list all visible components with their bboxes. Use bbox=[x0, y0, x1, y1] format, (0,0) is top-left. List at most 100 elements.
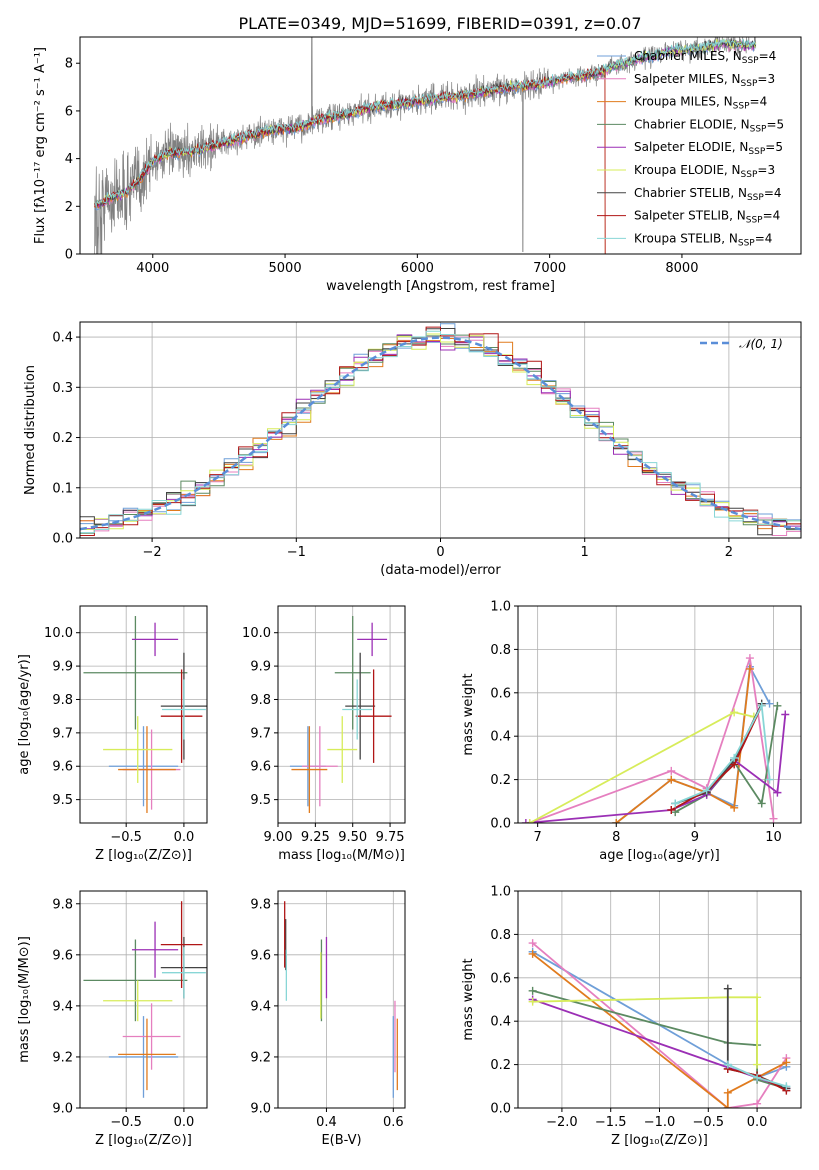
y-tick-label: 0.1 bbox=[52, 481, 73, 496]
axes-frame bbox=[79, 605, 208, 824]
x-tick-label: 9 bbox=[691, 830, 699, 845]
y-tick-label: 9.2 bbox=[52, 1050, 73, 1065]
y-tick-label: 9.5 bbox=[250, 793, 271, 808]
x-tick-label: −0.5 bbox=[110, 830, 142, 845]
x-tick-label: −1 bbox=[287, 545, 306, 560]
mass-weight-point bbox=[730, 753, 739, 762]
mass-weight-point bbox=[753, 1060, 762, 1069]
mass-weight-point bbox=[753, 1099, 762, 1108]
x-tick-label: −2.0 bbox=[546, 1115, 578, 1130]
y-tick-label: 0.6 bbox=[490, 686, 511, 701]
x-tick-label: 0.4 bbox=[316, 1115, 337, 1130]
y-tick-label: 1.0 bbox=[490, 600, 511, 615]
age-vs-mass-panel: 9.00 9.25 9.50 9.75 9.5 9.6 9.7 9.8 9.9 10.0 mass … bbox=[242, 605, 406, 863]
mass-weight-point bbox=[525, 819, 534, 823]
y-tick-label: 9.8 bbox=[250, 897, 271, 912]
y-tick-label: 9.5 bbox=[52, 793, 73, 808]
x-tick-label: 0.0 bbox=[174, 1115, 195, 1130]
age-vs-metallicity-panel: −0.5 0.0 9.5 9.6 9.7 9.8 9.9 10.0 Z [log₁₀(Z/Z⊙)… bbox=[17, 605, 208, 863]
y-tick-label: 9.8 bbox=[250, 693, 271, 708]
y-tick-label: 10.0 bbox=[242, 626, 271, 641]
normal-distribution-curve bbox=[80, 336, 801, 531]
y-tick-label: 6 bbox=[65, 104, 73, 119]
x-tick-label: 7000 bbox=[533, 261, 566, 276]
model-spectrum-8 bbox=[94, 38, 757, 207]
mass-weight-point bbox=[730, 803, 739, 812]
x-tick-label: 8 bbox=[612, 830, 620, 845]
legend-entry: Chabrier ELODIE, NSSP=5 bbox=[634, 117, 784, 134]
y-tick-label: 0.3 bbox=[52, 381, 73, 396]
mass-weight-point bbox=[765, 699, 774, 708]
x-axis-label: Z [log₁₀(Z/Z⊙)] bbox=[611, 1133, 708, 1148]
x-tick-label: 0 bbox=[436, 545, 444, 560]
axes-frame bbox=[277, 605, 406, 824]
mass-weight-point bbox=[723, 1060, 732, 1069]
mass-weight-point bbox=[723, 1088, 732, 1097]
legend-entry: Kroupa STELIB, NSSP=4 bbox=[634, 231, 772, 248]
mass-weight-point bbox=[671, 799, 680, 808]
y-tick-label: 9.4 bbox=[250, 999, 271, 1014]
y-axis-label: mass [log₁₀(M/M⊙)] bbox=[17, 936, 32, 1063]
mass-weight-point bbox=[612, 819, 621, 823]
y-tick-label: 0.0 bbox=[52, 532, 73, 547]
legend-entry: Salpeter ELODIE, NSSP=5 bbox=[634, 140, 783, 157]
legend-entry: Salpeter STELIB, NSSP=4 bbox=[634, 209, 780, 226]
mass-weight-point bbox=[667, 775, 676, 784]
axes-frame bbox=[277, 890, 406, 1109]
mass-weight-vs-metallicity-panel: −2.0 −1.5 −1.0 −0.5 0.0 0.0 0.2 0.4 0.6 0.8 1.0 Z [… bbox=[461, 885, 802, 1148]
y-tick-label: 0.2 bbox=[490, 1058, 511, 1073]
y-tick-label: 0.8 bbox=[490, 643, 511, 658]
axes-frame bbox=[517, 605, 802, 824]
mass-weight-point bbox=[723, 984, 732, 993]
y-tick-label: 0.4 bbox=[52, 331, 73, 346]
x-tick-label: −0.5 bbox=[693, 1115, 725, 1130]
y-tick-label: 0 bbox=[65, 248, 73, 263]
mass-weight-point bbox=[528, 997, 537, 1006]
mass-weight-point bbox=[773, 788, 782, 797]
mass-weight-point bbox=[730, 708, 739, 717]
x-axis-label: E(B-V) bbox=[321, 1133, 361, 1148]
x-tick-label: 9.25 bbox=[301, 830, 330, 845]
x-axis-label: Z [log₁₀(Z/Z⊙)] bbox=[95, 1133, 192, 1148]
residuals-panel: −2 −1 0 1 2 0.0 0.1 0.2 0.3 0.4 (data-model)/error… bbox=[23, 321, 802, 578]
x-tick-label: 8000 bbox=[665, 261, 698, 276]
x-tick-label: −1.0 bbox=[644, 1115, 676, 1130]
mass-weight-point bbox=[745, 654, 754, 663]
mass-weight-point bbox=[773, 701, 782, 710]
figure-title: PLATE=0349, MJD=51699, FIBERID=0391, z=0… bbox=[238, 14, 641, 33]
y-tick-label: 9.8 bbox=[52, 897, 73, 912]
mass-weight-point bbox=[528, 939, 537, 948]
mass-weight-point bbox=[521, 819, 530, 823]
residual-histogram-8 bbox=[80, 330, 801, 536]
y-tick-label: 9.7 bbox=[52, 726, 73, 741]
y-axis-label: Normed distribution bbox=[23, 365, 38, 495]
mass-weight-point bbox=[757, 799, 766, 808]
mass-weight-point bbox=[782, 1058, 791, 1067]
mass-weight-point bbox=[745, 664, 754, 673]
mass-weight-point bbox=[702, 786, 711, 795]
mass-weight-point bbox=[723, 1104, 732, 1108]
x-tick-label: −2 bbox=[143, 545, 162, 560]
x-tick-label: 5000 bbox=[269, 261, 302, 276]
x-tick-label: 2 bbox=[725, 545, 733, 560]
mass-weight-series-1 bbox=[532, 942, 788, 1108]
legend-entry: Chabrier STELIB, NSSP=4 bbox=[634, 186, 782, 203]
mass-vs-metallicity-panel: −0.5 0.0 9.0 9.2 9.4 9.6 9.8 Z [log₁₀(Z/Z⊙)] mas… bbox=[17, 890, 208, 1148]
y-axis-label: mass weight bbox=[461, 673, 476, 755]
mass-weight-point bbox=[769, 814, 778, 823]
mass-weight-point bbox=[667, 805, 676, 814]
mass-weight-series-5 bbox=[532, 996, 758, 1065]
y-tick-label: 9.9 bbox=[250, 660, 271, 675]
y-tick-label: 9.6 bbox=[250, 760, 271, 775]
x-axis-label: age [log₁₀(age/yr)] bbox=[599, 848, 720, 863]
y-tick-label: 0.8 bbox=[490, 928, 511, 943]
y-tick-label: 9.6 bbox=[52, 760, 73, 775]
y-tick-label: 4 bbox=[65, 152, 73, 167]
legend-entry: Salpeter MILES, NSSP=3 bbox=[634, 72, 775, 89]
x-tick-label: 4000 bbox=[136, 261, 169, 276]
mass-weight-point bbox=[753, 993, 762, 1002]
mass-weight-series-7 bbox=[670, 705, 763, 811]
y-tick-label: 8 bbox=[65, 57, 73, 72]
mass-weight-point bbox=[765, 775, 774, 784]
y-tick-label: 9.9 bbox=[52, 660, 73, 675]
